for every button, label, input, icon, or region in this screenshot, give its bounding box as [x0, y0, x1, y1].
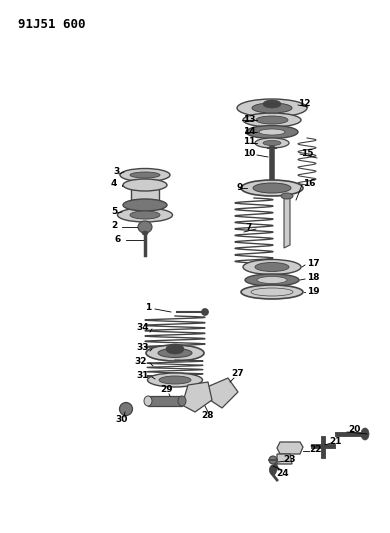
Ellipse shape [138, 221, 152, 233]
Bar [131, 187, 159, 205]
Text: 16: 16 [303, 179, 315, 188]
Ellipse shape [130, 211, 160, 219]
Text: 15: 15 [301, 149, 313, 157]
Ellipse shape [130, 172, 160, 178]
Text: 1: 1 [145, 303, 151, 312]
Polygon shape [207, 378, 238, 408]
Ellipse shape [117, 208, 172, 222]
Text: 32: 32 [135, 358, 147, 367]
Polygon shape [277, 454, 292, 464]
Polygon shape [277, 442, 303, 454]
Ellipse shape [263, 100, 281, 108]
Ellipse shape [255, 138, 289, 148]
Text: 27: 27 [232, 369, 244, 378]
Text: 20: 20 [348, 425, 360, 434]
Text: 11: 11 [243, 138, 255, 147]
Text: 22: 22 [309, 446, 321, 455]
Ellipse shape [259, 129, 285, 135]
Ellipse shape [243, 260, 301, 274]
Text: 9: 9 [237, 182, 243, 191]
Ellipse shape [147, 373, 202, 387]
Text: 29: 29 [161, 385, 173, 394]
Text: 18: 18 [307, 273, 319, 282]
Polygon shape [284, 196, 290, 248]
Ellipse shape [246, 125, 298, 139]
Text: 28: 28 [202, 411, 214, 421]
Text: 17: 17 [307, 260, 319, 269]
Text: 12: 12 [298, 99, 310, 108]
Text: 33: 33 [137, 343, 149, 352]
Text: 6: 6 [115, 235, 121, 244]
Text: 91J51 600: 91J51 600 [18, 18, 85, 31]
Ellipse shape [263, 141, 281, 146]
Ellipse shape [269, 456, 277, 464]
Ellipse shape [281, 193, 293, 199]
Ellipse shape [146, 345, 204, 361]
Ellipse shape [237, 99, 307, 117]
Text: 31: 31 [137, 372, 149, 381]
Ellipse shape [245, 274, 299, 286]
Ellipse shape [202, 309, 209, 316]
Ellipse shape [119, 402, 133, 416]
Ellipse shape [159, 376, 191, 384]
Text: 4: 4 [111, 180, 117, 189]
Text: 21: 21 [330, 437, 342, 446]
Ellipse shape [123, 199, 167, 211]
Ellipse shape [178, 396, 186, 406]
Text: 13: 13 [243, 115, 255, 124]
Ellipse shape [241, 180, 303, 196]
Text: 30: 30 [116, 416, 128, 424]
Ellipse shape [158, 349, 192, 358]
Ellipse shape [253, 183, 291, 193]
Ellipse shape [361, 428, 369, 440]
Ellipse shape [120, 168, 170, 182]
Ellipse shape [257, 277, 287, 284]
Polygon shape [182, 382, 212, 412]
Text: 24: 24 [277, 469, 289, 478]
Text: 10: 10 [243, 149, 255, 158]
Ellipse shape [251, 288, 293, 296]
Ellipse shape [142, 231, 148, 235]
Ellipse shape [123, 179, 167, 191]
Ellipse shape [241, 285, 303, 299]
Text: 14: 14 [243, 126, 255, 135]
Ellipse shape [243, 113, 301, 127]
Text: 2: 2 [111, 222, 117, 230]
Ellipse shape [166, 344, 184, 354]
Ellipse shape [269, 465, 277, 475]
Text: 23: 23 [284, 455, 296, 464]
Text: 19: 19 [307, 287, 319, 295]
Ellipse shape [144, 396, 152, 406]
Text: 7: 7 [246, 223, 252, 232]
Ellipse shape [255, 262, 289, 271]
Ellipse shape [256, 116, 288, 124]
Text: 5: 5 [111, 206, 117, 215]
Ellipse shape [252, 103, 292, 113]
Bar [148, 396, 182, 406]
Text: 3: 3 [114, 166, 120, 175]
Text: 34: 34 [136, 324, 149, 333]
